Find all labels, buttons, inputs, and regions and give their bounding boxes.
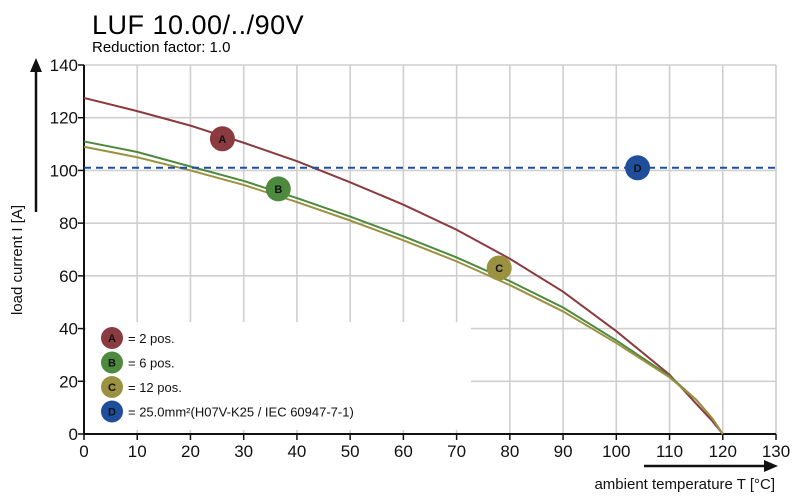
y-tick-label: 100 xyxy=(50,161,78,180)
y-tick-label: 0 xyxy=(69,425,78,444)
x-axis-label: ambient temperature T [°C] xyxy=(594,476,775,493)
series-markers: A B C D xyxy=(209,126,651,281)
marker-label-a: A xyxy=(218,134,226,146)
x-tick-label: 0 xyxy=(79,442,88,461)
y-tick-label: 60 xyxy=(59,267,78,286)
x-tick-label: 60 xyxy=(394,442,413,461)
marker-d xyxy=(625,155,651,181)
y-tick-label: 40 xyxy=(59,320,78,339)
series-lines xyxy=(83,96,776,435)
legend-swatch-label: C xyxy=(108,382,116,394)
x-tick-label: 120 xyxy=(709,442,737,461)
y-tick-label: 120 xyxy=(50,109,78,128)
legend-swatch-b xyxy=(101,351,123,374)
y-tick-label: 140 xyxy=(50,56,78,75)
axes xyxy=(30,58,778,472)
marker-a xyxy=(209,126,235,152)
x-axis-arrow-head xyxy=(764,460,778,472)
legend: A = 2 pos. B = 6 pos. C = 12 pos. D = 25.0mm²(H… xyxy=(86,322,471,430)
legend-text-d: = 25.0mm²(H07V-K25 / IEC 60947-7-1) xyxy=(128,405,354,420)
marker-label-d: D xyxy=(634,163,642,175)
marker-label-b: B xyxy=(274,184,282,196)
y-axis-label: load current I [A] xyxy=(9,205,26,315)
legend-swatch-c xyxy=(101,376,123,398)
marker-label-c: C xyxy=(495,263,503,275)
legend-background xyxy=(86,322,471,430)
legend-swatch-label: B xyxy=(108,358,116,370)
marker-b xyxy=(265,176,291,202)
series-line-c xyxy=(83,145,724,435)
y-tick-label: 20 xyxy=(59,372,78,391)
x-tick-label: 100 xyxy=(602,442,630,461)
y-tick-label: 80 xyxy=(59,214,78,233)
legend-text-a: = 2 pos. xyxy=(128,331,175,346)
x-tick-label: 130 xyxy=(762,442,790,461)
x-tick-label: 40 xyxy=(287,442,306,461)
legend-swatch-label: D xyxy=(108,407,116,419)
x-tick-label: 80 xyxy=(500,442,519,461)
series-line-a xyxy=(83,96,724,435)
x-tick-label: 30 xyxy=(234,442,253,461)
x-tick-label: 20 xyxy=(181,442,200,461)
chart-subtitle: Reduction factor: 1.0 xyxy=(92,39,230,56)
x-tick-label: 50 xyxy=(341,442,360,461)
legend-swatch-d xyxy=(101,400,123,423)
tick-labels: 0 10 20 30 40 50 60 70 80 90 100 110 120 130 0 20 40 60 80… xyxy=(50,56,791,461)
x-tick-label: 90 xyxy=(554,442,573,461)
legend-swatch-a xyxy=(101,327,123,349)
marker-c xyxy=(486,255,512,281)
x-tick-label: 10 xyxy=(128,442,147,461)
legend-text-b: = 6 pos. xyxy=(128,356,175,371)
legend-swatch-label: A xyxy=(108,333,116,345)
y-axis-arrow-head xyxy=(30,58,42,72)
chart-title: LUF 10.00/../90V xyxy=(92,10,304,40)
x-tick-label: 70 xyxy=(447,442,466,461)
x-tick-label: 110 xyxy=(656,442,683,461)
legend-text-c: = 12 pos. xyxy=(128,380,182,395)
